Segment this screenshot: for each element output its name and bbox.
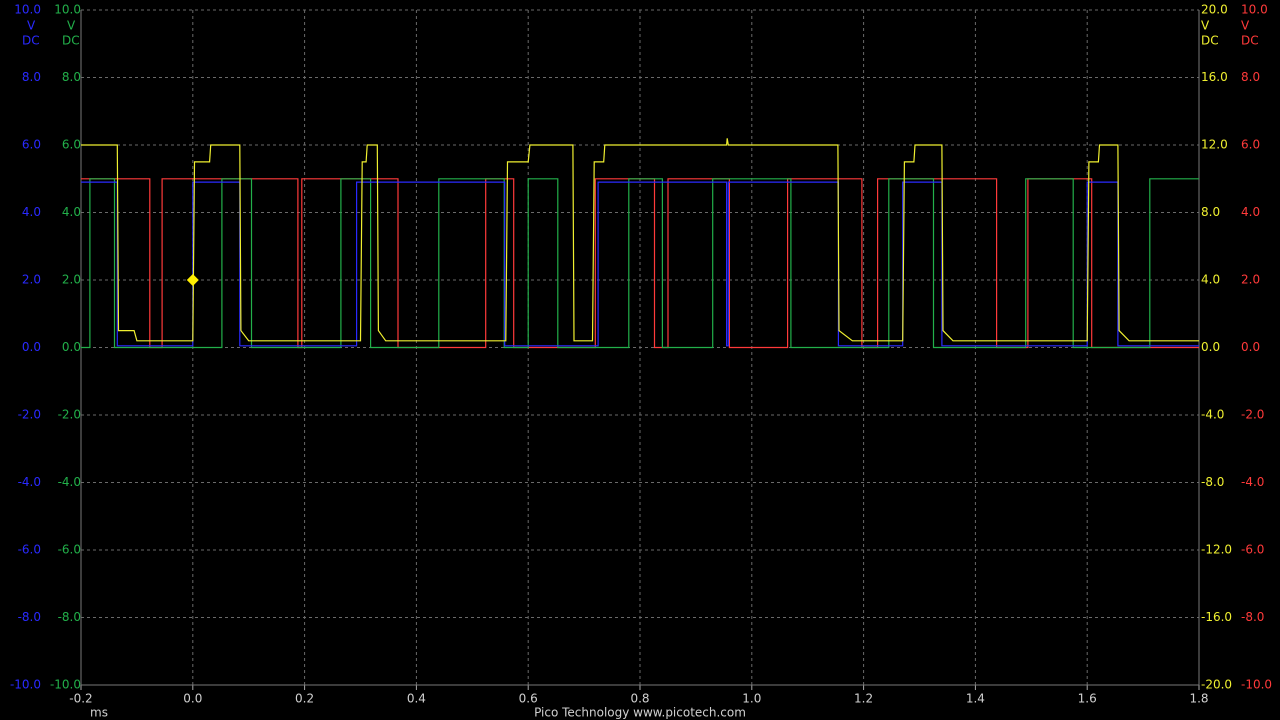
y-tick-label: 16.0: [1201, 70, 1228, 84]
y-tick-label: -4.0: [58, 475, 81, 489]
y-tick-label: 0.0: [62, 340, 81, 354]
y-tick-label: 4.0: [1241, 205, 1260, 219]
axis-coupling: DC: [1201, 34, 1219, 48]
y-tick-label: 10.0: [1241, 3, 1268, 17]
y-tick-label: -4.0: [1241, 475, 1264, 489]
axis-coupling: DC: [1241, 34, 1259, 48]
x-tick-label: 1.0: [742, 692, 761, 706]
footer: Pico Technology www.picotech.com: [534, 706, 746, 720]
y-tick-label: 10.0: [54, 3, 81, 17]
axis-unit: V: [1201, 19, 1210, 33]
x-tick-label: 1.8: [1189, 692, 1208, 706]
y-tick-label: -10.0: [1241, 678, 1272, 692]
y-tick-label: 8.0: [22, 70, 41, 84]
x-tick-label: 0.0: [183, 692, 202, 706]
y-tick-label: -10.0: [50, 678, 81, 692]
axis-unit: V: [27, 19, 36, 33]
x-axis-unit: ms: [90, 706, 108, 720]
trigger-marker: [186, 274, 199, 286]
y-tick-label: 20.0: [1201, 3, 1228, 17]
x-tick-label: 0.2: [295, 692, 314, 706]
y-tick-label: 0.0: [1241, 340, 1260, 354]
y-tick-label: 2.0: [1241, 273, 1260, 287]
y-tick-label: -2.0: [1241, 408, 1264, 422]
axis-coupling: DC: [22, 34, 40, 48]
x-tick-label: 1.4: [966, 692, 985, 706]
y-tick-label: 4.0: [22, 205, 41, 219]
axis-unit: V: [1241, 19, 1250, 33]
y-tick-label: 0.0: [1201, 340, 1220, 354]
y-tick-label: 8.0: [62, 70, 81, 84]
x-tick-label: 1.2: [854, 692, 873, 706]
y-tick-label: 6.0: [22, 138, 41, 152]
y-tick-label: -20.0: [1201, 678, 1232, 692]
y-tick-label: -6.0: [58, 543, 81, 557]
y-tick-label: -4.0: [1201, 408, 1224, 422]
y-tick-label: -2.0: [58, 408, 81, 422]
axis-unit: V: [67, 19, 76, 33]
y-tick-label: -4.0: [18, 475, 41, 489]
trace: [81, 178, 1199, 349]
trace: [81, 178, 1199, 349]
y-tick-label: -8.0: [1241, 610, 1264, 624]
trace: [81, 138, 1199, 342]
y-tick-label: -16.0: [1201, 610, 1232, 624]
y-tick-label: 10.0: [14, 3, 41, 17]
y-tick-label: 8.0: [1201, 205, 1220, 219]
y-tick-label: 0.0: [22, 340, 41, 354]
y-tick-label: -12.0: [1201, 543, 1232, 557]
x-tick-label: -0.2: [69, 692, 92, 706]
y-tick-label: 12.0: [1201, 138, 1228, 152]
axis-coupling: DC: [62, 34, 80, 48]
y-tick-label: 6.0: [1241, 138, 1260, 152]
x-tick-label: 0.6: [519, 692, 538, 706]
y-tick-label: 2.0: [22, 273, 41, 287]
x-tick-label: 0.8: [630, 692, 649, 706]
y-tick-label: 4.0: [62, 205, 81, 219]
trace: [81, 181, 1199, 347]
y-tick-label: -6.0: [18, 543, 41, 557]
y-tick-label: 8.0: [1241, 70, 1260, 84]
y-tick-label: -2.0: [18, 408, 41, 422]
y-tick-label: -10.0: [10, 678, 41, 692]
x-tick-label: 0.4: [407, 692, 426, 706]
y-tick-label: 6.0: [62, 138, 81, 152]
y-tick-label: -8.0: [18, 610, 41, 624]
y-tick-label: -8.0: [1201, 475, 1224, 489]
y-tick-label: 4.0: [1201, 273, 1220, 287]
y-tick-label: 2.0: [62, 273, 81, 287]
y-tick-label: -8.0: [58, 610, 81, 624]
y-tick-label: -6.0: [1241, 543, 1264, 557]
x-tick-label: 1.6: [1078, 692, 1097, 706]
